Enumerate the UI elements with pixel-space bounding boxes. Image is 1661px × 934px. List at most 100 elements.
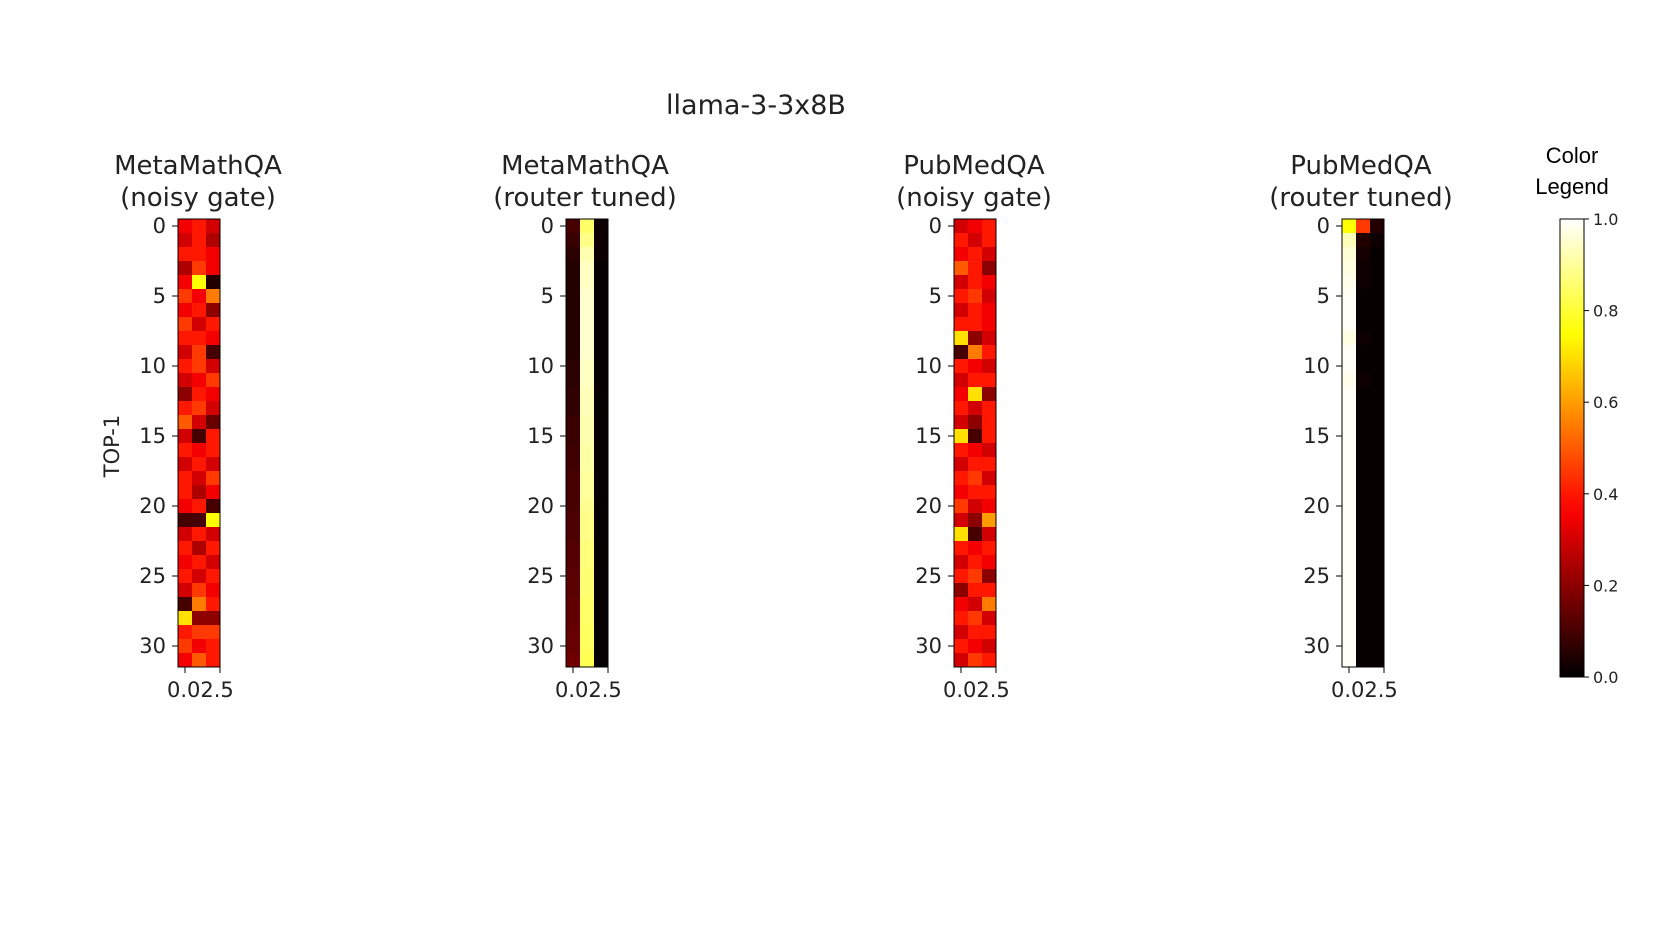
heatmap-panel-4: PubMedQA(router tuned)0 5 10 15 20 25 300.02.5: [1269, 151, 1453, 702]
heatmap-cell: [1370, 261, 1385, 276]
heatmap-cell: [566, 429, 581, 444]
x-tick-label: 0.02.5: [167, 678, 234, 702]
heatmap-cell: [206, 359, 221, 374]
heatmap-cell: [178, 415, 193, 430]
heatmap-cell: [954, 611, 969, 626]
heatmap-cell: [1356, 583, 1371, 598]
heatmap-cell: [1342, 233, 1357, 248]
heatmap-cell: [982, 639, 997, 654]
x-tick-label: 0.02.5: [943, 678, 1010, 702]
heatmap-cell: [1342, 373, 1357, 388]
heatmap-cell: [1356, 513, 1371, 528]
heatmap-cell: [982, 261, 997, 276]
heatmap-cell: [954, 569, 969, 584]
heatmap-cell: [1370, 555, 1385, 570]
y-axis-label: TOP-1: [100, 415, 124, 479]
heatmap-cell: [192, 401, 207, 416]
heatmap-cell: [178, 317, 193, 332]
heatmap-cell: [968, 429, 983, 444]
colorbar-tick-label: 0.8: [1593, 302, 1618, 321]
heatmap-cell: [580, 611, 595, 626]
heatmap-cell: [954, 499, 969, 514]
heatmap-cell: [1342, 275, 1357, 290]
heatmap-cell: [566, 247, 581, 262]
heatmap-cell: [580, 443, 595, 458]
heatmap-cell: [580, 527, 595, 542]
colorbar-gradient: [1559, 218, 1585, 678]
heatmap-cell: [580, 653, 595, 668]
heatmap-cell: [566, 625, 581, 640]
y-tick-label: 15: [139, 424, 166, 448]
heatmap-cell: [594, 401, 609, 416]
heatmap-cell: [580, 597, 595, 612]
heatmap-cell: [968, 443, 983, 458]
heatmap-cell: [580, 373, 595, 388]
colorbar: Color Legend 0.0 0.2 0.4 0.6 0.8 1.0: [1535, 143, 1618, 687]
heatmap-cell: [206, 401, 221, 416]
heatmap-cell: [594, 289, 609, 304]
heatmap-cell: [1370, 443, 1385, 458]
heatmap-cell: [1342, 471, 1357, 486]
heatmap-cell: [206, 485, 221, 500]
y-tick-label: 5: [153, 284, 166, 308]
heatmap-cell: [566, 555, 581, 570]
heatmap-cell: [982, 443, 997, 458]
heatmap-cell: [1356, 303, 1371, 318]
heatmap-frame: [953, 218, 997, 668]
heatmap-cell: [594, 569, 609, 584]
heatmap-cell: [594, 639, 609, 654]
heatmap-cell: [1342, 219, 1357, 234]
y-tick-label: 0: [1317, 214, 1330, 238]
heatmap-panel-3: PubMedQA(noisy gate)0 5 10 15 20 25 300.02.5: [896, 151, 1052, 702]
heatmap-cell: [1370, 373, 1385, 388]
heatmap-cell: [954, 359, 969, 374]
heatmap-cell: [954, 653, 969, 668]
heatmap-cell: [1356, 219, 1371, 234]
heatmap-cell: [206, 541, 221, 556]
heatmap-panel-1: MetaMathQA(noisy gate)0 5 10 15 20 25 300.02.5: [114, 151, 282, 702]
heatmap-cell: [1342, 569, 1357, 584]
heatmap-cell: [206, 611, 221, 626]
heatmap-cell: [954, 527, 969, 542]
heatmap-cell: [1370, 359, 1385, 374]
heatmap-cell: [192, 443, 207, 458]
heatmap-cell: [580, 625, 595, 640]
heatmap-cell: [1342, 247, 1357, 262]
heatmap-cell: [982, 359, 997, 374]
heatmap-cell: [1356, 373, 1371, 388]
heatmap-cell: [968, 513, 983, 528]
heatmap-cell: [1356, 569, 1371, 584]
heatmap-cell: [178, 233, 193, 248]
heatmap-cell: [594, 303, 609, 318]
heatmap-cell: [1370, 401, 1385, 416]
heatmap-cell: [954, 471, 969, 486]
heatmap-cell: [206, 261, 221, 276]
heatmap-cell: [982, 485, 997, 500]
heatmap-cell: [594, 415, 609, 430]
heatmap-cell: [982, 513, 997, 528]
heatmap-cell: [192, 499, 207, 514]
heatmap-cell: [954, 555, 969, 570]
heatmap-cell: [968, 219, 983, 234]
heatmap-cell: [1356, 415, 1371, 430]
heatmap-cell: [594, 233, 609, 248]
heatmap-cell: [968, 275, 983, 290]
heatmap-cell: [1370, 639, 1385, 654]
heatmap-cell: [594, 429, 609, 444]
heatmap-cell: [178, 289, 193, 304]
heatmap-cell: [1342, 611, 1357, 626]
heatmap-cell: [1356, 541, 1371, 556]
heatmap-cell: [968, 401, 983, 416]
heatmap-cell: [178, 569, 193, 584]
heatmap-cell: [968, 345, 983, 360]
heatmap-cell: [1342, 513, 1357, 528]
heatmap-cell: [968, 233, 983, 248]
heatmap-cell: [580, 429, 595, 444]
heatmap-cell: [982, 457, 997, 472]
heatmap-cell: [1370, 345, 1385, 360]
heatmap-cell: [594, 247, 609, 262]
heatmap-cell: [192, 569, 207, 584]
heatmap-cell: [192, 233, 207, 248]
heatmap-cell: [206, 513, 221, 528]
heatmap-cell: [594, 261, 609, 276]
